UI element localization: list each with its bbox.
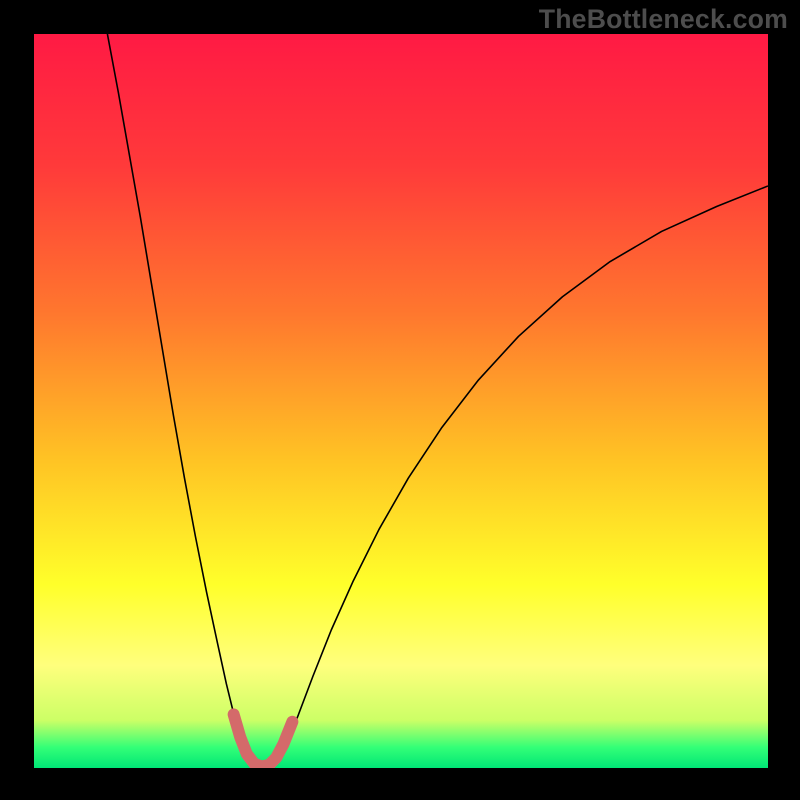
chart-frame: TheBottleneck.com (0, 0, 800, 800)
plot-svg (34, 34, 768, 768)
watermark-text: TheBottleneck.com (539, 4, 788, 35)
plot-background (34, 34, 768, 768)
plot-area (34, 34, 768, 768)
